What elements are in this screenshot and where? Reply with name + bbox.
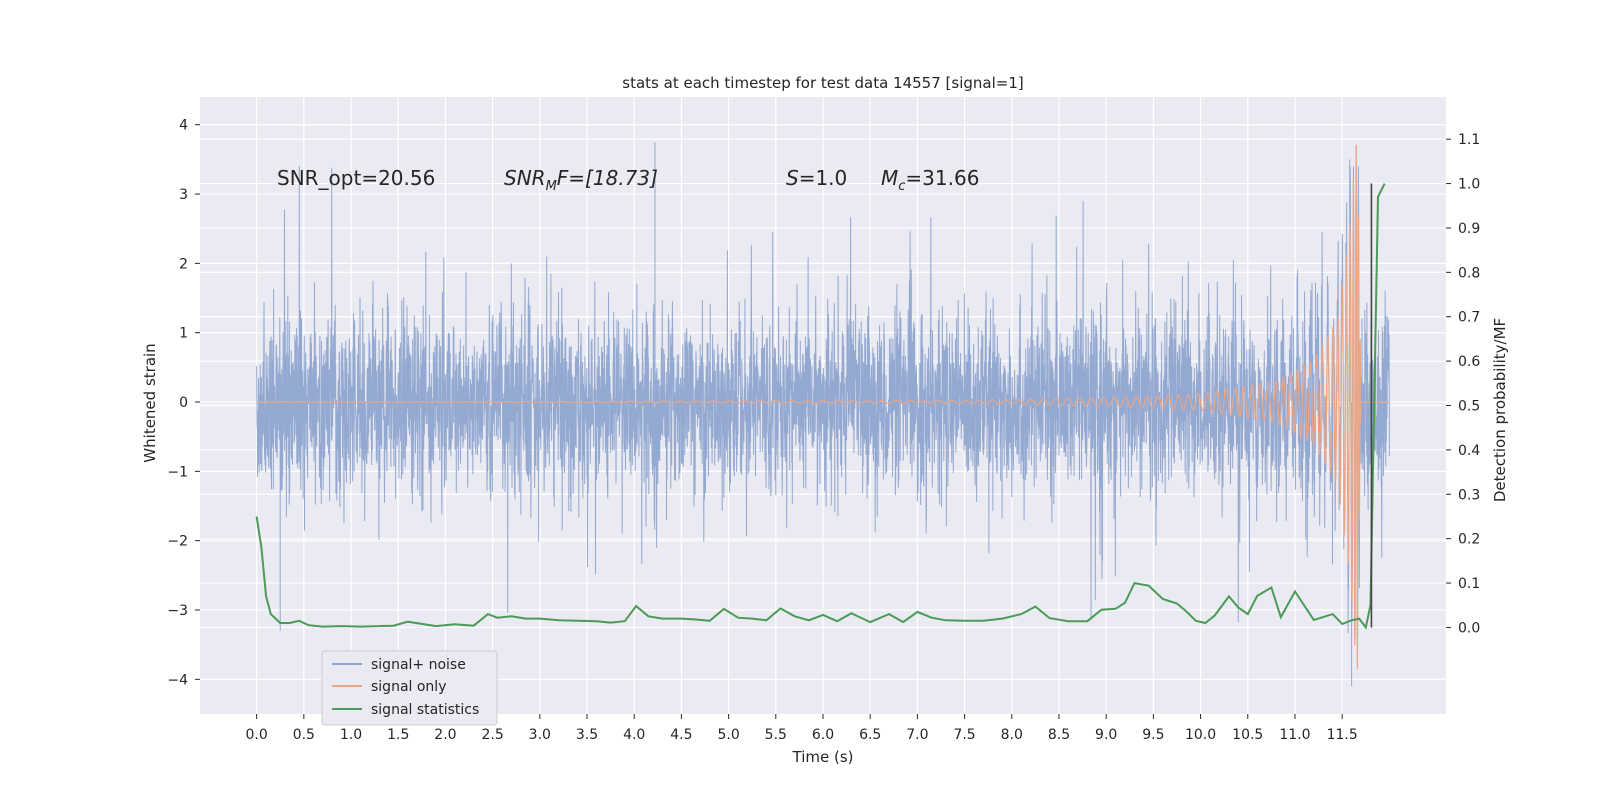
annotation-snr-mf-sub: M <box>546 179 557 194</box>
legend-label-signal-noise: signal+ noise <box>371 657 466 673</box>
annotation-s-val: =1.0 <box>799 166 848 190</box>
x-tick-label: 1.0 <box>340 727 362 743</box>
legend-box <box>321 650 498 726</box>
x-tick-label: 0.0 <box>246 727 268 743</box>
y-tick-label: 2 <box>179 256 188 272</box>
annotation-snr-opt: SNR_opt=20.56 <box>277 166 435 190</box>
y2-tick-label: 0.2 <box>1458 532 1480 548</box>
y2-tick-label: 1.0 <box>1458 177 1480 193</box>
annotation-snr-mf-base: SNR <box>504 166 546 190</box>
y2-axis-label: Detection probability/MF <box>1491 318 1509 502</box>
y-tick-label: −1 <box>167 464 188 480</box>
x-tick-label: 7.0 <box>906 727 928 743</box>
y-tick-label: 4 <box>179 118 188 134</box>
x-tick-label: 10.0 <box>1185 727 1216 743</box>
x-tick-label: 2.5 <box>481 727 503 743</box>
annotation-mc-var: M <box>881 166 898 190</box>
x-tick-label: 7.5 <box>953 727 975 743</box>
x-axis-label: Time (s) <box>792 748 854 766</box>
y2-tick-label: 0.7 <box>1458 310 1480 326</box>
annotation-snr-mf: SNRMF=[18.73] <box>504 166 658 194</box>
y2-tick-label: 1.1 <box>1458 132 1480 148</box>
x-tick-label: 11.5 <box>1327 727 1358 743</box>
x-tick-label: 0.5 <box>293 727 315 743</box>
x-tick-label: 8.5 <box>1048 727 1070 743</box>
series-signal-statistics <box>255 183 1386 630</box>
annotation-s: S=1.0 <box>786 166 847 190</box>
x-tick-label: 3.0 <box>529 727 551 743</box>
y2-tick-label: 0.4 <box>1458 443 1480 459</box>
y-tick-label: 0 <box>179 395 188 411</box>
annotation-snr-mf-rest: F=[18.73] <box>557 166 658 190</box>
y2-tick-label: 0.5 <box>1458 399 1480 415</box>
y-axis-label: Whitened strain <box>141 343 159 462</box>
legend-label-signal-statistics: signal statistics <box>371 702 479 718</box>
chart-title: stats at each timestep for test data 145… <box>622 74 1023 92</box>
x-tick-label: 2.0 <box>434 727 456 743</box>
series-signal-noise <box>256 142 1390 687</box>
y2-tick-label: 0.6 <box>1458 354 1480 370</box>
y2-tick-label: 0.3 <box>1458 487 1480 503</box>
x-tick-label: 5.0 <box>717 727 739 743</box>
signal-only-line <box>256 144 1390 669</box>
x-tick-label: 11.0 <box>1279 727 1310 743</box>
annotation-s-var: S <box>786 166 799 190</box>
series-signal-only <box>256 144 1390 669</box>
y-tick-label: −3 <box>167 603 188 619</box>
x-tick-label: 9.0 <box>1095 727 1117 743</box>
signal-noise-line <box>256 142 1390 687</box>
y-tick-label: 1 <box>179 326 188 342</box>
x-tick-label: 8.0 <box>1001 727 1023 743</box>
x-tick-label: 4.0 <box>623 727 645 743</box>
x-tick-label: 4.5 <box>670 727 692 743</box>
y2-tick-label: 0.1 <box>1458 576 1480 592</box>
y-tick-label: −4 <box>167 672 188 688</box>
x-tick-label: 6.0 <box>812 727 834 743</box>
legend: signal+ noise signal only signal statist… <box>321 650 498 726</box>
annotation-mc-sub: c <box>898 179 905 194</box>
y2-axis-ticks: 1.1 1.0 0.9 0.8 0.7 0.6 0.5 0.4 0.3 0.2 0.1 0.0 <box>1446 132 1480 636</box>
legend-label-signal-only: signal only <box>371 679 446 695</box>
y2-tick-label: 0.0 <box>1458 620 1480 636</box>
y-axis-ticks: 4 3 2 1 0 −1 −2 −3 −4 <box>167 118 200 688</box>
x-tick-label: 9.5 <box>1142 727 1164 743</box>
y-tick-label: −2 <box>167 534 188 550</box>
annotation-mc-val: =31.66 <box>905 166 979 190</box>
x-tick-label: 10.5 <box>1232 727 1263 743</box>
x-tick-label: 6.5 <box>859 727 881 743</box>
signal-statistics-line <box>255 183 1386 630</box>
y2-tick-label: 0.8 <box>1458 265 1480 281</box>
y-tick-label: 3 <box>179 187 188 203</box>
x-tick-label: 3.5 <box>576 727 598 743</box>
x-tick-label: 1.5 <box>387 727 409 743</box>
x-tick-label: 5.5 <box>765 727 787 743</box>
x-axis-ticks: 0.0 0.5 1.0 1.5 2.0 2.5 3.0 3.5 4.0 4.5 5.0 5.5 6.0 6… <box>246 714 1358 743</box>
y2-tick-label: 0.9 <box>1458 221 1480 237</box>
annotation-mc: Mc=31.66 <box>881 166 979 194</box>
